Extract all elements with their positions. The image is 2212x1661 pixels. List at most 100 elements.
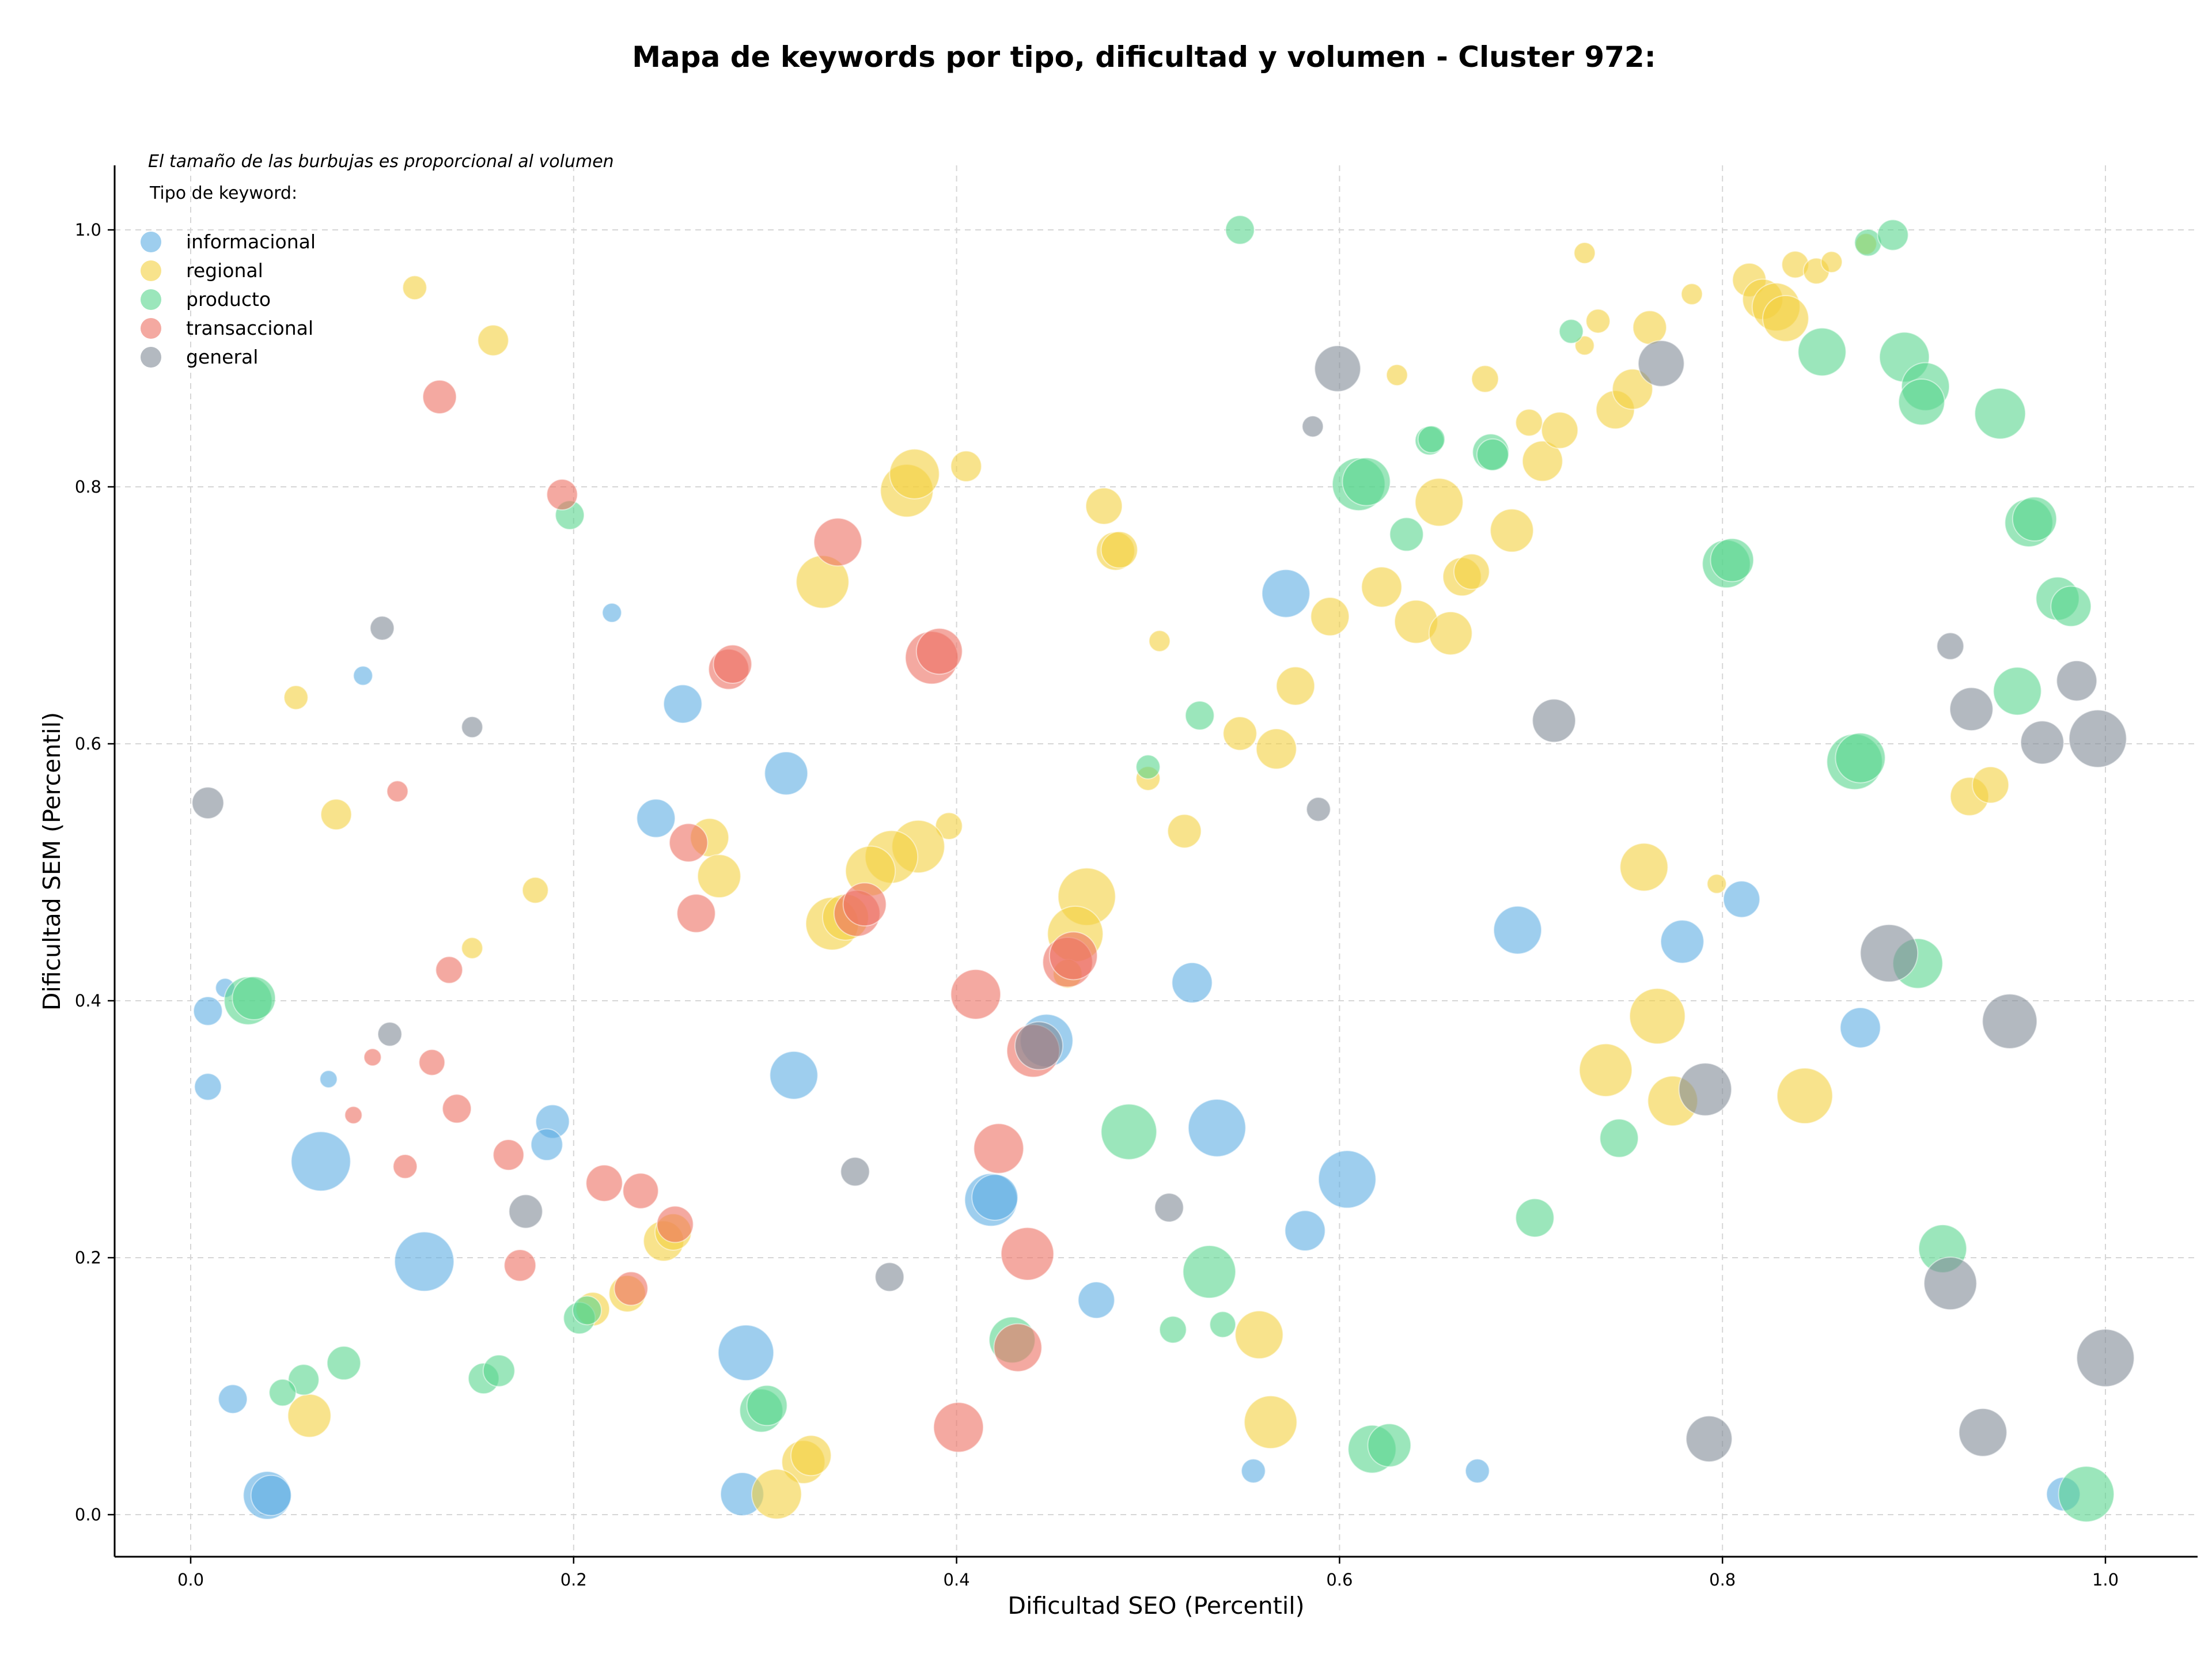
bubble-producto[interactable] (1993, 667, 2042, 716)
bubble-informacional[interactable] (1317, 1150, 1377, 1209)
bubble-regional[interactable] (790, 1435, 832, 1477)
bubble-producto[interactable] (1342, 457, 1391, 506)
bubble-informacional[interactable] (1660, 920, 1705, 964)
bubble-regional[interactable] (477, 324, 509, 357)
bubble-regional[interactable] (1361, 566, 1403, 608)
bubble-producto[interactable] (1974, 387, 2027, 440)
bubble-regional[interactable] (697, 854, 741, 899)
bubble-regional[interactable] (402, 275, 427, 301)
bubble-transaccional[interactable] (386, 780, 409, 803)
bubble-general[interactable] (840, 1156, 870, 1187)
bubble-general[interactable] (191, 786, 225, 819)
bubble-informacional[interactable] (1464, 1458, 1490, 1484)
bubble-transaccional[interactable] (676, 894, 716, 933)
bubble-producto[interactable] (268, 1378, 297, 1407)
bubble-general[interactable] (1936, 632, 1964, 660)
bubble-regional[interactable] (1762, 295, 1809, 342)
bubble-producto[interactable] (1367, 1423, 1412, 1467)
bubble-general[interactable] (2056, 660, 2097, 702)
bubble-regional[interactable] (1515, 408, 1543, 437)
bubble-regional[interactable] (1490, 508, 1534, 553)
bubble-general[interactable] (461, 716, 483, 739)
bubble-regional[interactable] (1085, 487, 1123, 525)
bubble-informacional[interactable] (717, 1324, 775, 1382)
bubble-transaccional[interactable] (546, 478, 578, 510)
bubble-regional[interactable] (950, 450, 982, 482)
bubble-general[interactable] (2020, 720, 2065, 765)
bubble-general[interactable] (1685, 1415, 1733, 1463)
bubble-transaccional[interactable] (973, 1123, 1024, 1174)
bubble-producto[interactable] (1898, 378, 1945, 426)
bubble-producto[interactable] (232, 976, 276, 1020)
bubble-producto[interactable] (1515, 1198, 1555, 1238)
bubble-transaccional[interactable] (363, 1048, 382, 1067)
bubble-general[interactable] (1154, 1193, 1184, 1223)
bubble-informacional[interactable] (601, 602, 622, 623)
bubble-transaccional[interactable] (422, 379, 457, 414)
bubble-regional[interactable] (1574, 335, 1595, 356)
bubble-producto[interactable] (2058, 1466, 2115, 1523)
bubble-informacional[interactable] (1839, 1007, 1881, 1049)
bubble-producto[interactable] (287, 1364, 320, 1396)
bubble-producto[interactable] (2050, 585, 2092, 627)
bubble-regional[interactable] (1521, 440, 1563, 482)
bubble-informacional[interactable] (1171, 962, 1213, 1004)
bubble-regional[interactable] (1573, 241, 1596, 264)
bubble-producto[interactable] (1389, 517, 1424, 552)
bubble-informacional[interactable] (1241, 1458, 1266, 1484)
bubble-informacional[interactable] (1284, 1210, 1326, 1252)
bubble-regional[interactable] (1820, 251, 1843, 274)
bubble-regional[interactable] (1100, 531, 1138, 569)
bubble-regional[interactable] (1541, 411, 1579, 449)
bubble-informacional[interactable] (218, 1384, 248, 1414)
bubble-informacional[interactable] (1261, 569, 1310, 618)
bubble-informacional[interactable] (530, 1128, 563, 1161)
bubble-general[interactable] (2068, 709, 2127, 768)
bubble-producto[interactable] (572, 1295, 602, 1326)
bubble-transaccional[interactable] (713, 644, 752, 684)
bubble-producto[interactable] (1184, 701, 1215, 731)
bubble-informacional[interactable] (394, 1231, 454, 1292)
bubble-regional[interactable] (1629, 987, 1686, 1045)
bubble-general[interactable] (1306, 796, 1331, 822)
bubble-regional[interactable] (1471, 365, 1499, 393)
bubble-producto[interactable] (326, 1345, 361, 1380)
bubble-general[interactable] (1982, 993, 2038, 1049)
bubble-general[interactable] (1958, 1408, 2008, 1457)
bubble-producto[interactable] (482, 1354, 516, 1387)
bubble-regional[interactable] (521, 876, 549, 904)
bubble-regional[interactable] (1776, 1067, 1834, 1125)
bubble-regional[interactable] (1706, 873, 1727, 894)
bubble-producto[interactable] (1182, 1244, 1237, 1299)
bubble-regional[interactable] (1578, 1043, 1633, 1098)
bubble-transaccional[interactable] (993, 1323, 1043, 1372)
bubble-producto[interactable] (1135, 754, 1161, 780)
bubble-general[interactable] (369, 615, 395, 641)
bubble-producto[interactable] (1417, 425, 1446, 453)
bubble-producto[interactable] (2012, 496, 2058, 542)
bubble-regional[interactable] (1222, 716, 1257, 751)
bubble-regional[interactable] (1632, 310, 1667, 345)
bubble-transaccional[interactable] (613, 1271, 649, 1306)
bubble-regional[interactable] (1244, 1395, 1298, 1450)
bubble-producto[interactable] (1225, 215, 1255, 245)
bubble-producto[interactable] (746, 1384, 788, 1427)
bubble-general[interactable] (1637, 340, 1685, 387)
bubble-regional[interactable] (1234, 1310, 1284, 1360)
bubble-general[interactable] (1314, 345, 1361, 392)
bubble-regional[interactable] (287, 1393, 332, 1438)
bubble-general[interactable] (1014, 1021, 1064, 1070)
bubble-regional[interactable] (889, 448, 940, 500)
bubble-informacional[interactable] (1722, 880, 1760, 918)
bubble-general[interactable] (874, 1262, 905, 1292)
bubble-transaccional[interactable] (1048, 931, 1098, 981)
bubble-producto[interactable] (1877, 219, 1909, 251)
bubble-general[interactable] (508, 1194, 543, 1229)
bubble-transaccional[interactable] (1000, 1227, 1055, 1281)
bubble-transaccional[interactable] (435, 956, 463, 984)
bubble-informacional[interactable] (353, 665, 373, 686)
bubble-transaccional[interactable] (392, 1153, 418, 1179)
bubble-transaccional[interactable] (842, 882, 887, 927)
bubble-regional[interactable] (751, 1469, 802, 1520)
bubble-transaccional[interactable] (493, 1139, 525, 1171)
